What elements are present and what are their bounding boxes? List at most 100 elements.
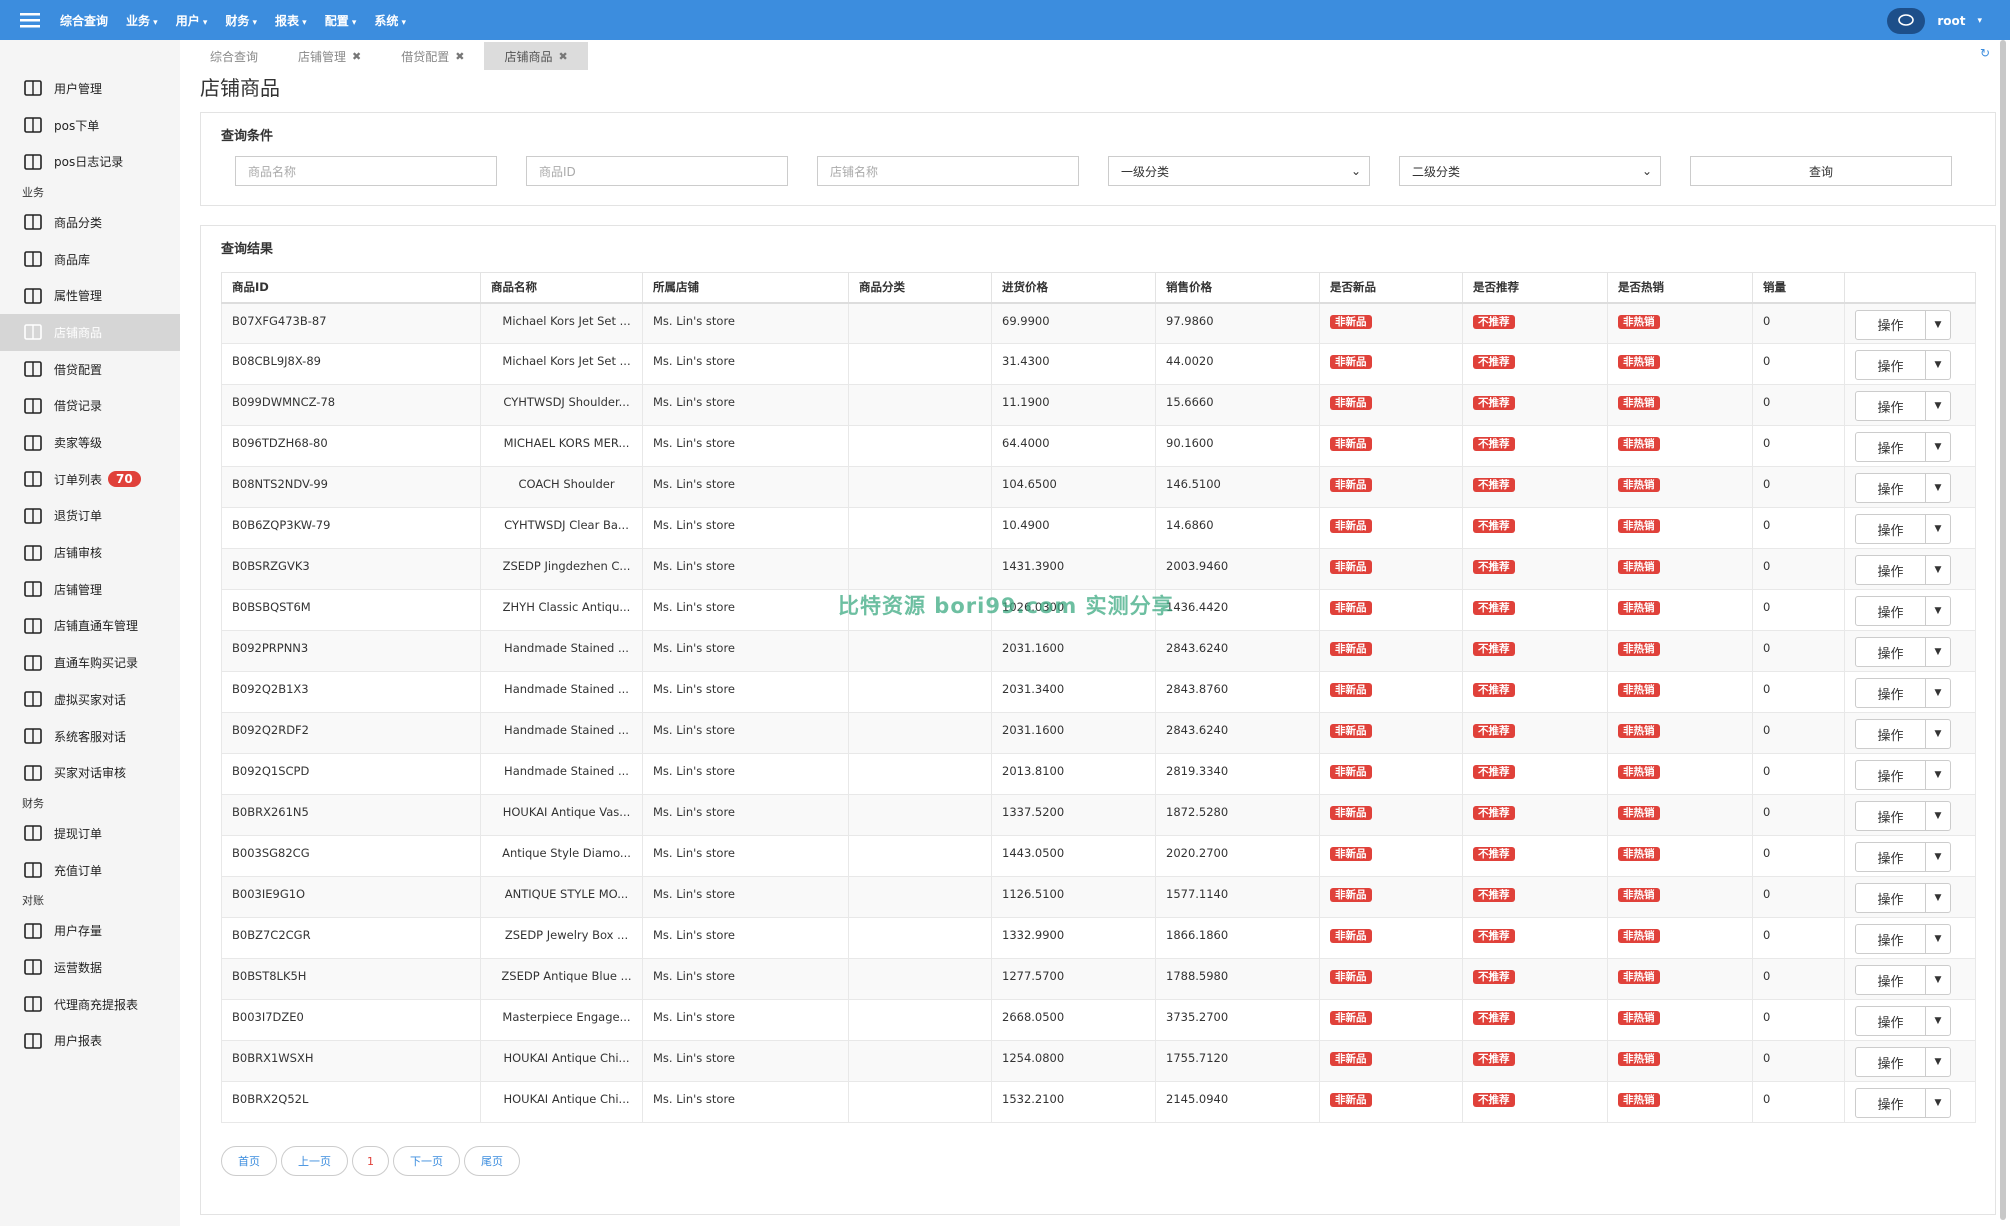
action-caret[interactable]: ▼ [1934, 934, 1942, 944]
action-caret[interactable]: ▼ [1934, 770, 1942, 780]
nav-item[interactable]: 代理商充提报表 [0, 986, 180, 1023]
action-caret[interactable]: ▼ [1934, 688, 1942, 698]
action-button[interactable]: 操作 ▼ [1855, 924, 1951, 954]
action-button[interactable]: 操作 ▼ [1855, 719, 1951, 749]
action-label[interactable]: 操作 [1856, 597, 1926, 625]
text-input[interactable]: 商品ID [526, 156, 788, 186]
action-label[interactable]: 操作 [1856, 1048, 1926, 1076]
select[interactable]: 二级分类 ⌄ [1399, 156, 1661, 186]
refresh-icon[interactable]: ↻ [1979, 46, 1990, 60]
tab[interactable]: 借贷配置 ✖ [381, 42, 484, 70]
action-button[interactable]: 操作 ▼ [1855, 883, 1951, 913]
action-label[interactable]: 操作 [1856, 310, 1926, 339]
action-button[interactable]: 操作 ▼ [1855, 555, 1951, 585]
action-label[interactable]: 操作 [1856, 1007, 1926, 1035]
menu-toggle[interactable] [0, 12, 60, 28]
action-button[interactable]: 操作 ▼ [1855, 842, 1951, 872]
nav-item[interactable]: 店铺商品 [0, 314, 180, 351]
nav-item[interactable]: pos日志记录 [0, 143, 180, 180]
action-label[interactable]: 操作 [1856, 433, 1926, 461]
tab[interactable]: 综合查询 [190, 42, 278, 70]
action-label[interactable]: 操作 [1856, 1089, 1926, 1117]
menu-item[interactable]: 用户 [176, 12, 208, 29]
nav-item[interactable]: 属性管理 [0, 277, 180, 314]
action-caret[interactable]: ▼ [1934, 565, 1942, 575]
page-button[interactable]: 上一页 [281, 1146, 348, 1176]
nav-item[interactable]: 系统客服对话 [0, 718, 180, 755]
nav-item[interactable]: 店铺审核 [0, 534, 180, 571]
action-button[interactable]: 操作 ▼ [1855, 514, 1951, 544]
query-button[interactable]: 查询 [1690, 156, 1952, 186]
action-caret[interactable]: ▼ [1934, 319, 1942, 330]
action-caret[interactable]: ▼ [1934, 852, 1942, 862]
menu-item[interactable]: 财务 [225, 12, 257, 29]
action-label[interactable]: 操作 [1856, 966, 1926, 994]
action-caret[interactable]: ▼ [1934, 483, 1942, 493]
action-label[interactable]: 操作 [1856, 392, 1926, 420]
action-caret[interactable]: ▼ [1934, 1016, 1942, 1026]
action-caret[interactable]: ▼ [1934, 811, 1942, 821]
menu-item[interactable]: 报表 [275, 12, 307, 29]
action-label[interactable]: 操作 [1856, 351, 1926, 379]
action-button[interactable]: 操作 ▼ [1855, 350, 1951, 380]
nav-item[interactable]: 直通车购买记录 [0, 644, 180, 681]
action-button[interactable]: 操作 ▼ [1855, 760, 1951, 790]
action-label[interactable]: 操作 [1856, 638, 1926, 666]
action-label[interactable]: 操作 [1856, 556, 1926, 584]
action-button[interactable]: 操作 ▼ [1855, 637, 1951, 667]
nav-item[interactable]: 借贷配置 [0, 351, 180, 388]
menu-item[interactable]: 综合查询 [60, 13, 109, 28]
nav-item[interactable]: 虚拟买家对话 [0, 681, 180, 718]
action-caret[interactable]: ▼ [1934, 893, 1942, 903]
user-name[interactable]: root [1937, 14, 1966, 28]
nav-item[interactable]: 卖家等级 [0, 424, 180, 461]
tab-close[interactable]: ✖ [352, 49, 362, 63]
nav-item[interactable]: 商品分类 [0, 204, 180, 241]
nav-item[interactable]: 店铺管理 [0, 571, 180, 608]
action-caret[interactable]: ▼ [1934, 1098, 1942, 1108]
nav-item[interactable]: 商品库 [0, 241, 180, 278]
action-caret[interactable]: ▼ [1934, 975, 1942, 985]
action-button[interactable]: 操作 ▼ [1855, 596, 1951, 626]
nav-item[interactable]: 提现订单 [0, 815, 180, 852]
action-caret[interactable]: ▼ [1934, 729, 1942, 739]
action-button[interactable]: 操作 ▼ [1855, 1047, 1951, 1077]
menu-item[interactable]: 配置 [325, 12, 357, 29]
nav-item[interactable]: 用户存量 [0, 912, 180, 949]
action-caret[interactable]: ▼ [1934, 442, 1942, 452]
action-label[interactable]: 操作 [1856, 720, 1926, 748]
action-label[interactable]: 操作 [1856, 474, 1926, 502]
nav-item[interactable]: 借贷记录 [0, 388, 180, 425]
action-caret[interactable]: ▼ [1934, 1057, 1942, 1067]
action-label[interactable]: 操作 [1856, 884, 1926, 912]
page-button[interactable]: 下一页 [393, 1146, 460, 1176]
action-button[interactable]: 操作 ▼ [1855, 965, 1951, 995]
action-button[interactable]: 操作 ▼ [1855, 309, 1951, 340]
menu-item[interactable]: 业务 [126, 12, 158, 29]
action-button[interactable]: 操作 ▼ [1855, 801, 1951, 831]
nav-item[interactable]: 运营数据 [0, 949, 180, 986]
nav-item[interactable]: 订单列表 70 [0, 461, 180, 498]
nav-item[interactable]: 充值订单 [0, 852, 180, 889]
text-input[interactable]: 商品名称 [235, 156, 497, 186]
page-button[interactable]: 首页 [221, 1146, 277, 1176]
page-button[interactable]: 尾页 [464, 1146, 520, 1176]
tab-close[interactable]: ✖ [558, 49, 568, 63]
tab-close[interactable]: ✖ [455, 49, 465, 63]
action-button[interactable]: 操作 ▼ [1855, 1006, 1951, 1036]
action-button[interactable]: 操作 ▼ [1855, 391, 1951, 421]
action-button[interactable]: 操作 ▼ [1855, 1088, 1951, 1118]
action-caret[interactable]: ▼ [1934, 647, 1942, 657]
action-button[interactable]: 操作 ▼ [1855, 678, 1951, 708]
action-caret[interactable]: ▼ [1934, 360, 1942, 370]
action-label[interactable]: 操作 [1856, 679, 1926, 707]
action-label[interactable]: 操作 [1856, 515, 1926, 543]
action-button[interactable]: 操作 ▼ [1855, 432, 1951, 462]
nav-item[interactable]: 用户管理 [0, 70, 180, 107]
menu-item[interactable]: 系统 [374, 12, 406, 29]
action-caret[interactable]: ▼ [1934, 524, 1942, 534]
page-button[interactable]: 1 [352, 1146, 389, 1176]
action-caret[interactable]: ▼ [1934, 606, 1942, 616]
action-label[interactable]: 操作 [1856, 843, 1926, 871]
nav-item[interactable]: pos下单 [0, 107, 180, 144]
